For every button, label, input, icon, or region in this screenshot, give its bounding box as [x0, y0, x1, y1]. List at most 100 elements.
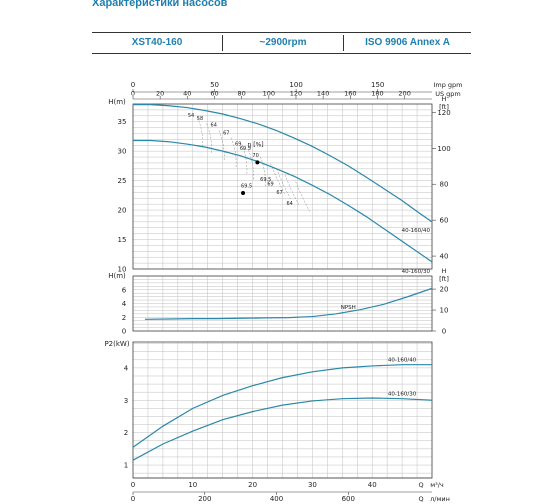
- efficiency-label: 69: [235, 141, 241, 147]
- npsh-y-tick-label: 4: [122, 300, 127, 308]
- imp-gpm-label: Imp gpm: [433, 81, 462, 89]
- lmin-tick-label: 400: [270, 495, 283, 503]
- m3h-tick-label: 40: [368, 481, 377, 489]
- imp-gpm-tick-label: 50: [210, 81, 219, 89]
- grid-lines: [132, 103, 433, 478]
- efficiency-label: 67: [223, 131, 229, 137]
- us-gpm-label: US gpm: [435, 90, 461, 98]
- header-separator: [343, 35, 344, 51]
- head-ft-tick-label: 60: [440, 217, 449, 225]
- head-y-tick-label: 20: [118, 207, 127, 215]
- power-series-label: 40-160/30: [388, 392, 417, 398]
- head-ft-label-h: H: [442, 95, 447, 103]
- head-ft-label-unit: [ft]: [439, 103, 449, 111]
- imp-gpm-tick-label: 150: [371, 81, 384, 89]
- power-curve-30: [132, 397, 433, 461]
- efficiency-contour: [295, 181, 310, 212]
- efficiency-contour: [206, 123, 212, 154]
- lmin-tick-label: 600: [342, 495, 355, 503]
- bep-point: [255, 160, 260, 165]
- npsh-y-tick-label: 6: [122, 286, 127, 294]
- npsh-ft-label-h: H: [442, 267, 447, 275]
- head-series-label: 40-160/30: [402, 269, 431, 275]
- head-ft-tick-label: 120: [437, 109, 450, 117]
- us-gpm-tick-label: 60: [210, 90, 218, 98]
- curve-lines: [132, 103, 433, 461]
- efficiency-label: 64: [211, 122, 217, 128]
- us-gpm-tick-label: 140: [317, 90, 329, 98]
- lmin-tick-label: 0: [131, 495, 135, 503]
- efficiency-contour: [230, 137, 237, 168]
- npsh-ft-tick-label: 0: [442, 328, 446, 336]
- imp-gpm-tick-label: 0: [131, 81, 135, 89]
- efficiency-label: 70: [252, 153, 258, 159]
- head-y-tick-label: 10: [118, 266, 127, 274]
- efficiency-label: 54: [188, 113, 194, 119]
- head-y-tick-label: 15: [118, 236, 127, 244]
- efficiency-label: 58: [197, 116, 203, 122]
- q-label-m3h: Q: [418, 481, 423, 489]
- efficiency-contours: [197, 117, 310, 212]
- efficiency-label: 69.5: [260, 177, 271, 183]
- us-gpm-tick-label: 80: [238, 90, 246, 98]
- bep-point: [241, 190, 246, 195]
- power-series-label: 40-160/40: [388, 358, 417, 364]
- npsh-ft-label-unit: [ft]: [439, 275, 449, 283]
- head-series-label: 40-160/40: [402, 228, 431, 234]
- page-title: Характеристики насосов: [92, 0, 228, 9]
- m3h-tick-label: 20: [248, 481, 257, 489]
- npsh-ft-tick-label: 20: [440, 286, 449, 294]
- us-gpm-tick-label: 20: [156, 90, 164, 98]
- power-y-tick-label: 1: [124, 462, 128, 470]
- us-gpm-tick-label: 160: [344, 90, 356, 98]
- power-y-label: P2(kW): [104, 340, 129, 348]
- power-y-tick-label: 4: [124, 364, 129, 372]
- head-ft-tick-label: 40: [440, 253, 449, 261]
- efficiency-label: 69.5: [240, 146, 251, 152]
- head-curve-30: [133, 139, 433, 263]
- efficiency-contour: [241, 144, 248, 175]
- efficiency-label: 67: [276, 190, 282, 196]
- efficiency-contour: [260, 156, 266, 187]
- m3h-tick-label: 30: [308, 481, 317, 489]
- us-gpm-tick-label: 0: [131, 90, 135, 98]
- m3h-tick-label: 0: [131, 481, 135, 489]
- panel-frame: [132, 275, 433, 332]
- npsh-y-tick-label: 2: [122, 314, 126, 322]
- power-y-tick-label: 3: [124, 397, 128, 405]
- speed-label: ~2900rpm: [259, 37, 307, 48]
- eta-label: η [%]: [248, 141, 264, 148]
- q-label-lmin: Q: [418, 495, 423, 503]
- standard-label: ISO 9906 Annex A: [365, 37, 450, 48]
- efficiency-contour: [248, 149, 254, 180]
- imp-gpm-tick-label: 100: [289, 81, 302, 89]
- m3h-tick-label: 10: [188, 481, 197, 489]
- head-ft-tick-label: 100: [437, 145, 450, 153]
- us-gpm-tick-label: 120: [290, 90, 302, 98]
- head-y-label: H(m): [108, 98, 126, 106]
- head-curve-40: [133, 103, 433, 223]
- npsh-curve: [144, 287, 433, 320]
- npsh-ft-tick-label: 10: [440, 307, 449, 315]
- npsh-series-label: NPSH: [341, 305, 356, 311]
- lmin-tick-label: 200: [198, 495, 211, 503]
- efficiency-contour: [197, 117, 203, 148]
- head-y-tick-label: 30: [118, 148, 127, 156]
- head-ft-tick-label: 80: [440, 181, 449, 189]
- efficiency-contour: [218, 130, 225, 161]
- model-code: XST40-160: [131, 37, 183, 48]
- npsh-y-tick-label: 0: [122, 328, 126, 336]
- us-gpm-tick-label: 40: [183, 90, 191, 98]
- head-y-tick-label: 35: [118, 118, 127, 126]
- lmin-unit-label: л/мин: [430, 495, 450, 503]
- m3h-unit-label: м³/ч: [430, 481, 444, 489]
- us-gpm-tick-label: 200: [398, 90, 410, 98]
- panel-frame: [132, 103, 433, 270]
- model-header: XST40-160 ~2900rpm ISO 9906 Annex A: [92, 32, 471, 54]
- npsh-y-label: H(m): [108, 272, 126, 280]
- power-y-tick-label: 2: [124, 429, 128, 437]
- header-separator: [222, 35, 223, 51]
- panel-frames: [132, 89, 436, 495]
